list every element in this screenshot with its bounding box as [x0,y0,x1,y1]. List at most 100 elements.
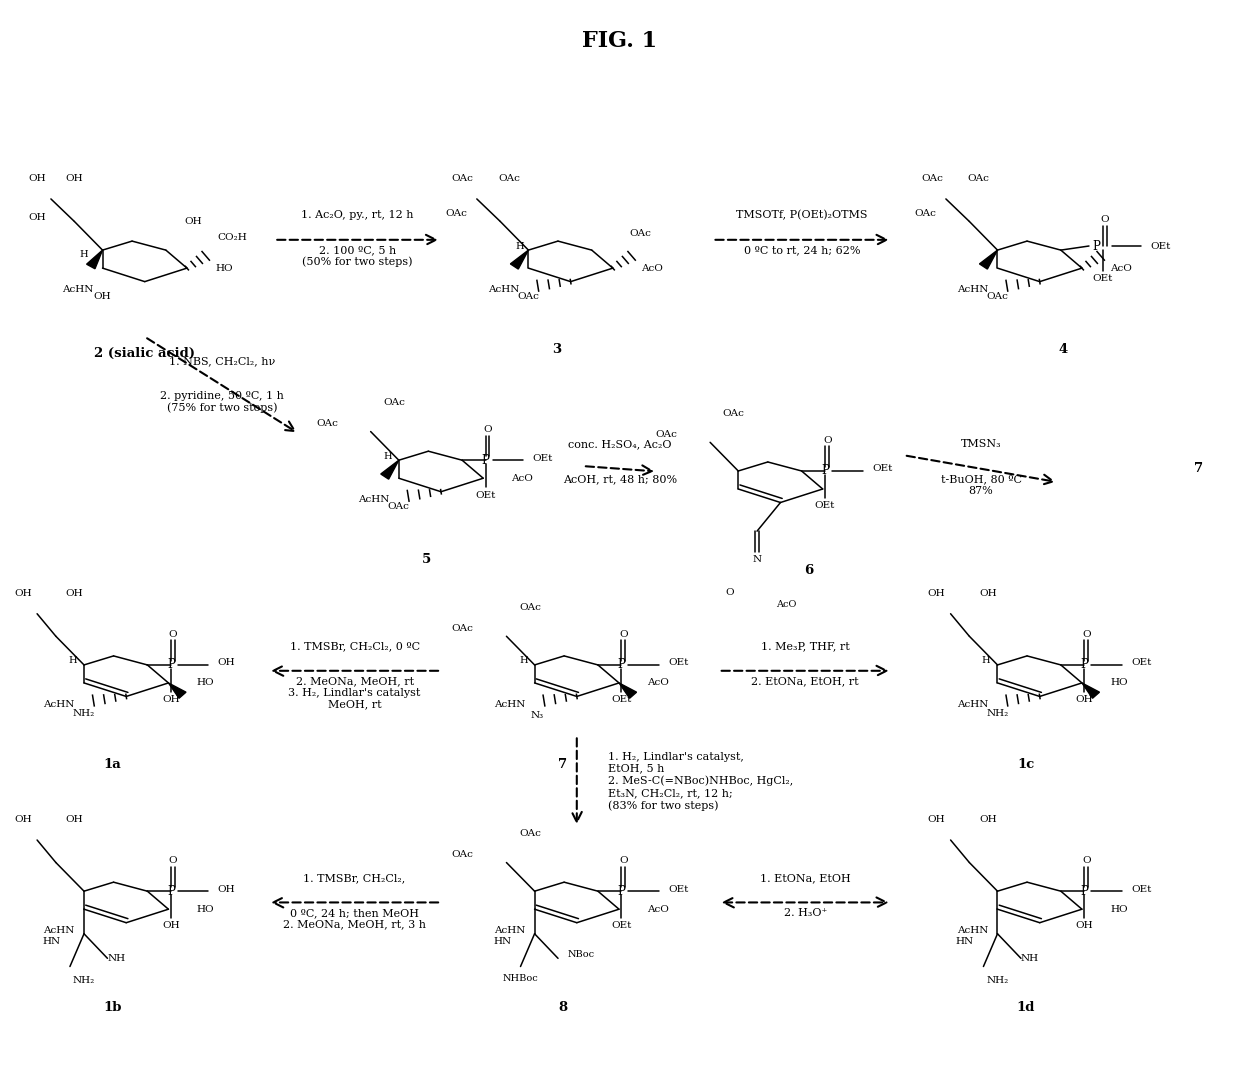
Text: O: O [1101,214,1110,224]
Text: AcHN: AcHN [358,495,389,505]
Text: OH: OH [162,695,180,704]
Text: HO: HO [1110,904,1127,914]
Text: OH: OH [1075,922,1094,930]
Text: 6: 6 [804,564,813,577]
Text: OH: OH [980,815,997,824]
Polygon shape [381,460,399,479]
Text: AcO: AcO [647,678,670,688]
Text: H: H [982,656,991,665]
Text: AcHN: AcHN [487,285,520,295]
Text: OEt: OEt [1092,274,1114,284]
Text: HO: HO [215,263,233,273]
Text: OAc: OAc [388,503,409,511]
Text: OH: OH [29,213,46,222]
Text: OAc: OAc [915,209,936,218]
Text: OEt: OEt [1131,885,1152,893]
Text: O: O [484,425,492,434]
Text: OAc: OAc [967,174,990,183]
Text: OAc: OAc [921,174,942,183]
Text: O: O [1083,856,1091,865]
Text: AcO: AcO [647,904,670,914]
Text: OAc: OAc [520,830,541,838]
Polygon shape [511,250,528,269]
Text: OAc: OAc [498,174,521,183]
Text: O: O [620,629,627,639]
Polygon shape [87,250,103,269]
Text: OH: OH [14,815,32,824]
Text: 8: 8 [558,1001,567,1014]
Text: 2 (sialic acid): 2 (sialic acid) [94,348,195,361]
Text: 7: 7 [558,758,567,771]
Text: P: P [618,658,625,671]
Text: OH: OH [928,589,945,598]
Text: P: P [167,658,175,671]
Text: OH: OH [1075,695,1094,704]
Text: 7: 7 [1194,461,1203,474]
Text: NHBoc: NHBoc [502,975,538,983]
Text: OH: OH [928,815,945,824]
Text: HN: HN [42,938,61,947]
Text: OEt: OEt [872,465,893,473]
Text: OH: OH [218,658,236,667]
Text: AcO: AcO [776,600,796,610]
Text: 2. 100 ºC, 5 h
(50% for two steps): 2. 100 ºC, 5 h (50% for two steps) [303,245,413,268]
Text: t-BuOH, 80 ºC
87%: t-BuOH, 80 ºC 87% [941,474,1022,496]
Text: CO₂H: CO₂H [217,233,247,243]
Text: OEt: OEt [532,454,553,462]
Text: 1. NBS, CH₂Cl₂, hν: 1. NBS, CH₂Cl₂, hν [169,356,275,366]
Text: 0 ºC, 24 h; then MeOH
2. MeONa, MeOH, rt, 3 h: 0 ºC, 24 h; then MeOH 2. MeONa, MeOH, rt… [283,908,427,929]
Text: OEt: OEt [1131,658,1152,667]
Text: 1. Ac₂O, py., rt, 12 h: 1. Ac₂O, py., rt, 12 h [301,210,414,221]
Text: P: P [1092,239,1100,252]
Polygon shape [169,683,186,699]
Text: P: P [481,454,490,467]
Text: 5: 5 [423,553,432,566]
Text: O: O [1083,629,1091,639]
Text: 2. H₃O⁺: 2. H₃O⁺ [784,908,827,917]
Text: AcHN: AcHN [62,285,93,295]
Text: 2. pyridine, 50 ºC, 1 h
(75% for two stops): 2. pyridine, 50 ºC, 1 h (75% for two sto… [160,391,284,413]
Text: 1b: 1b [103,1001,122,1014]
Text: OH: OH [66,589,83,598]
Text: AcO: AcO [641,263,663,273]
Text: OEt: OEt [815,501,836,510]
Text: OEt: OEt [668,885,688,893]
Text: 2. EtONa, EtOH, rt: 2. EtONa, EtOH, rt [751,676,859,687]
Text: FIG. 1: FIG. 1 [583,29,657,52]
Text: AcOH, rt, 48 h; 80%: AcOH, rt, 48 h; 80% [563,474,677,484]
Text: OAc: OAc [656,430,677,439]
Text: NH₂: NH₂ [73,709,95,718]
Text: 1a: 1a [103,758,122,771]
Text: H: H [68,656,77,665]
Text: 1. Me₃P, THF, rt: 1. Me₃P, THF, rt [761,641,849,651]
Text: AcHN: AcHN [957,285,988,295]
Text: OAc: OAc [383,399,405,407]
Text: OAc: OAc [517,292,539,301]
Text: NBoc: NBoc [568,950,594,958]
Text: TMSN₃: TMSN₃ [961,440,1002,449]
Text: AcHN: AcHN [957,700,988,709]
Text: N: N [753,556,761,564]
Text: OAc: OAc [520,603,541,612]
Text: HN: HN [494,938,511,947]
Text: AcHN: AcHN [494,700,526,709]
Text: OH: OH [66,815,83,824]
Text: NH₂: NH₂ [73,977,95,986]
Text: 0 ºC to rt, 24 h; 62%: 0 ºC to rt, 24 h; 62% [744,245,861,256]
Text: HO: HO [197,904,215,914]
Text: 3: 3 [552,343,562,356]
Text: 1d: 1d [1017,1001,1035,1014]
Text: 2. MeONa, MeOH, rt
3. H₂, Lindlar's catalyst
MeOH, rt: 2. MeONa, MeOH, rt 3. H₂, Lindlar's cata… [289,676,420,709]
Text: OH: OH [14,589,32,598]
Text: OAc: OAc [987,292,1008,301]
Text: 1. EtONa, EtOH: 1. EtONa, EtOH [760,873,851,883]
Text: AcO: AcO [511,473,533,483]
Text: H: H [383,452,392,460]
Text: HN: HN [956,938,975,947]
Text: P: P [1080,885,1089,898]
Text: OH: OH [66,174,83,183]
Text: O: O [725,588,734,597]
Text: OEt: OEt [611,695,631,704]
Text: P: P [618,885,625,898]
Text: OH: OH [94,292,112,301]
